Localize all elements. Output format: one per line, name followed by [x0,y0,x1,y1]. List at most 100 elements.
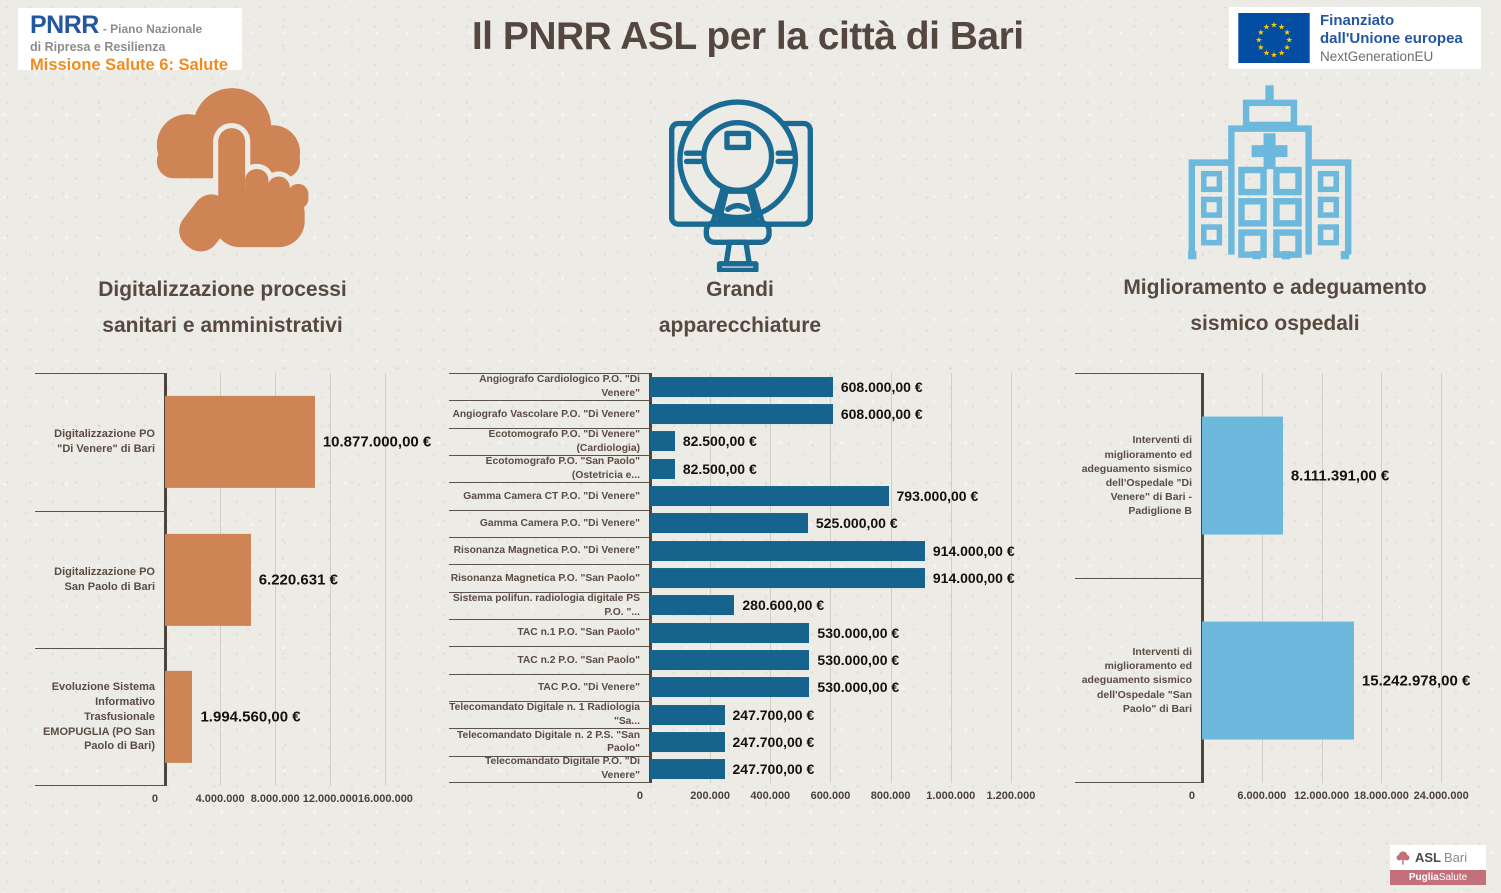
chart-row: Angiografo Cardiologico P.O. "Di Venere"… [449,373,1041,400]
svg-text:★: ★ [1270,51,1277,60]
value-label: 280.600,00 € [742,597,825,614]
category-label: Telecomandato Digitale n. 1 Radiologia "… [449,700,650,728]
x-axis-tick-label: 600.000 [810,790,851,802]
bar [650,376,833,397]
svg-text:★: ★ [1286,35,1293,44]
category-label: TAC P.O. "Di Venere" [449,673,650,701]
gridline [330,373,332,786]
band-bold: Puglia [1408,872,1439,883]
bar [165,395,315,488]
svg-text:★: ★ [1270,20,1277,29]
category-label: Risonanza Magnetica P.O. "San Paolo" [449,564,650,591]
x-axis-tick-label: 400.000 [750,790,791,802]
x-axis-tick-label: 8.000.000 [250,793,300,805]
chart-row: Sistema polifun. radiologia digitale PS … [449,591,1041,619]
gridline [1321,373,1323,783]
svg-text:★: ★ [1263,22,1270,31]
category-label: Gamma Camera CT P.O. "Di Venere" [449,482,650,509]
chart-row: Digitalizzazione PO San Paolo di Bari 6.2… [35,510,435,649]
bar [650,677,810,698]
category-label: Angiografo Vascolare P.O. "Di Venere" [449,400,650,427]
value-label: 608.000,00 € [840,378,923,395]
gridline [950,373,952,783]
grandi-apparecchiature-chart: Angiografo Cardiologico P.O. "Di Venere"… [449,373,1041,807]
eu-logo-line2: dall'Unione europea [1320,29,1463,47]
puglia-salute-band: PugliaSalute [1390,870,1486,885]
bar [650,458,675,479]
svg-text:★: ★ [1263,49,1270,58]
chart-row: Telecomandato Digitale n. 2 P.S. "San Pa… [449,728,1041,755]
pnrr-logo-mission: Missione Salute 6: Salute [30,56,229,74]
value-label: 914.000,00 € [932,542,1015,559]
bar [650,704,725,725]
gridline [275,373,277,786]
gridline [1441,373,1443,783]
x-axis-tick-label: 12.000.000 [1294,790,1350,802]
section-title-sismico: Miglioramento e adeguamento sismico ospe… [1123,276,1427,335]
category-label: TAC n.1 P.O. "San Paolo" [449,618,650,646]
olive-tree-icon [1396,850,1410,865]
svg-text:★: ★ [1284,43,1291,52]
chart-row: Gamma Camera CT P.O. "Di Venere" 793.000,… [449,482,1041,509]
bar [165,533,251,626]
bar [650,622,810,643]
value-label: 793.000,00 € [896,487,979,504]
svg-text:★: ★ [1257,28,1264,37]
section-title-digitalizzazione: Digitalizzazione processi sanitari e amm… [98,278,347,337]
cloud-touch-icon [128,76,314,262]
svg-text:★: ★ [1278,49,1285,58]
gridline [1261,373,1263,783]
category-label: Angiografo Cardiologico P.O. "Di Venere" [449,373,650,400]
value-label: 525.000,00 € [815,515,898,532]
chart-row: Ecotomografo P.O. "Di Venere" (Cardiolog… [449,427,1041,455]
pnrr-logo-line1: PNRR - Piano Nazionale [30,13,232,40]
chart-row: TAC n.1 P.O. "San Paolo" 530.000,00 € [449,618,1041,646]
chart-row: Risonanza Magnetica P.O. "Di Venere" 914.… [449,536,1041,564]
x-axis-tick-label: 16.000.000 [357,793,413,805]
category-label: Ecotomografo P.O. "San Paolo" (Ostetrici… [449,454,650,482]
page-title: Il PNRR ASL per la città di Bari [471,15,1024,58]
section-title-grandi-apparecchiature: Grandi apparecchiature [658,278,822,337]
value-label: 10.877.000,00 € [322,433,432,451]
category-label: Risonanza Magnetica P.O. "Di Venere" [449,536,650,564]
pnrr-logo-suffix: - Piano Nazionale [102,22,203,36]
x-axis-tick-label: 1.200.000 [986,790,1036,802]
chart-row: Interventi di miglioramento ed adeguamen… [1075,373,1501,578]
bar [650,513,808,534]
chart-row: Telecomandato Digitale n. 1 Radiologia "… [449,700,1041,728]
chart-row: TAC n.2 P.O. "San Paolo" 530.000,00 € [449,646,1041,673]
svg-text:★: ★ [1255,35,1262,44]
category-label: Interventi di miglioramento ed adeguamen… [1075,578,1202,783]
chart-row: Evoluzione Sistema Informativo Trasfusio… [35,648,435,787]
asl-logo-name-rest: Bari [1444,850,1468,865]
chart-row: TAC P.O. "Di Venere" 530.000,00 € [449,673,1041,701]
chart-row: Ecotomografo P.O. "San Paolo" (Ostetrici… [449,454,1041,482]
bar [650,595,735,616]
bar [650,404,833,424]
bar [650,540,925,561]
value-label: 247.700,00 € [732,706,815,723]
eu-flag-icon: ★ ★★ ★★★ ★★★ ★★★ [1238,13,1310,63]
asl-logo-name-bold: ASL [1415,850,1441,865]
svg-text:★: ★ [1284,28,1291,37]
eu-logo-line3: NextGenerationEU [1320,48,1434,64]
mri-scanner-icon [650,74,832,272]
x-axis-tick-label: 18.000.000 [1353,790,1409,802]
bar [650,567,925,588]
x-axis-tick-label: 4.000.000 [195,793,245,805]
category-label: Sistema polifun. radiologia digitale PS … [449,591,650,619]
category-label: Ecotomografo P.O. "Di Venere" (Cardiolog… [449,427,650,455]
value-label: 530.000,00 € [817,651,900,668]
y-axis-line [1201,373,1204,783]
chart-row: Telecomandato Digitale P.O. "Di Venere" 2… [449,755,1041,783]
digitalizzazione-chart: Digitalizzazione PO "Di Venere" di Bari 1… [35,373,435,810]
asl-bari-logo: ASL Bari PugliaSalute [1390,845,1486,885]
chart-row: Digitalizzazione PO "Di Venere" di Bari 1… [35,373,435,511]
x-axis-tick-label: 0 [151,793,158,805]
bar [650,649,810,670]
bar [650,731,725,752]
bar [1202,621,1354,740]
svg-text:★: ★ [1278,22,1285,31]
x-axis-tick-label: 0 [636,790,643,802]
category-label: Telecomandato Digitale P.O. "Di Venere" [449,755,650,783]
